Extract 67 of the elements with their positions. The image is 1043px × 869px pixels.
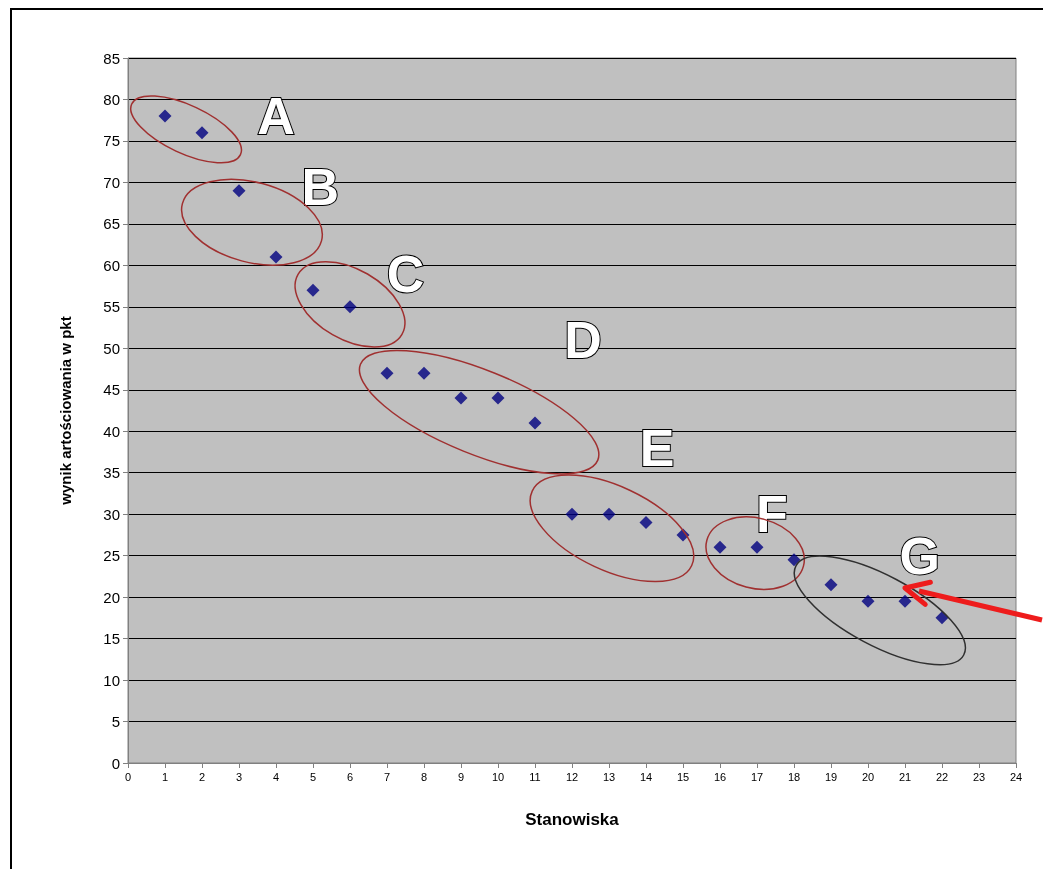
point	[232, 184, 246, 198]
x-tick-label: 7	[383, 770, 391, 783]
x-tick-label: 14	[639, 770, 653, 783]
point	[343, 300, 357, 314]
point	[898, 594, 912, 608]
point	[602, 507, 616, 521]
x-axis-title: Stanowiska	[525, 810, 620, 829]
y-tick-label: 35	[103, 464, 120, 482]
y-tick-label: 80	[103, 90, 120, 108]
y-tick-label: 15	[103, 630, 120, 648]
x-tick-label: 10	[491, 770, 505, 783]
x-tick-label: 6	[346, 770, 354, 783]
x-tick-label: 17	[750, 770, 764, 783]
x-tick-label: 20	[861, 770, 875, 783]
x-tick-label: 3	[235, 770, 243, 783]
x-tick-label: 13	[602, 770, 616, 783]
point	[158, 109, 172, 123]
x-tick-label: 19	[824, 770, 838, 783]
x-tick-label: 12	[565, 770, 579, 783]
y-tick-label: 5	[111, 713, 120, 731]
annotation: A	[257, 87, 295, 146]
y-tick-label: 60	[103, 256, 120, 274]
x-tick-label: 24	[1009, 770, 1023, 783]
point	[195, 126, 209, 140]
point	[639, 515, 653, 529]
y-tick-label: 65	[103, 215, 120, 233]
annotation: E	[639, 418, 675, 477]
y-tick-label: 0	[111, 754, 120, 772]
point	[787, 553, 801, 567]
point	[454, 391, 468, 405]
y-tick-label: 40	[103, 422, 120, 440]
y-tick-label: 75	[103, 132, 120, 150]
x-tick-label: 23	[972, 770, 986, 783]
x-tick-label: 9	[457, 770, 465, 783]
x-tick-label: 5	[309, 770, 317, 783]
y-tick-label: 70	[103, 173, 120, 191]
y-tick-label: 50	[103, 339, 120, 357]
point	[417, 366, 431, 380]
y-axis-title: wynik artościowania w pkt	[57, 316, 74, 506]
y-tick-label: 45	[103, 381, 120, 399]
y-tick-label: 25	[103, 547, 120, 565]
point	[824, 578, 838, 592]
point	[750, 540, 764, 554]
x-tick-label: 2	[198, 770, 206, 783]
y-tick-label: 20	[103, 588, 120, 606]
x-tick-label: 21	[898, 770, 912, 783]
x-tick-label: 16	[713, 770, 727, 783]
y-tick-label: 55	[103, 298, 120, 316]
point	[306, 283, 320, 297]
point	[861, 594, 875, 608]
y-tick-label: 85	[103, 49, 120, 67]
y-tick-label: 10	[103, 671, 120, 689]
x-tick-label: 22	[935, 770, 949, 783]
x-tick-label: 8	[420, 770, 428, 783]
x-tick-label: 0	[124, 770, 132, 783]
y-tick-label: 30	[103, 505, 120, 523]
x-tick-label: 11	[529, 770, 541, 783]
point	[713, 540, 727, 554]
x-tick-label: 1	[161, 770, 169, 783]
point	[528, 416, 542, 430]
point	[380, 366, 394, 380]
point	[491, 391, 505, 405]
x-tick-label: 15	[676, 770, 690, 783]
point	[565, 507, 579, 521]
x-tick-label: 18	[787, 770, 801, 783]
point	[269, 250, 283, 264]
x-tick-label: 4	[272, 770, 280, 783]
